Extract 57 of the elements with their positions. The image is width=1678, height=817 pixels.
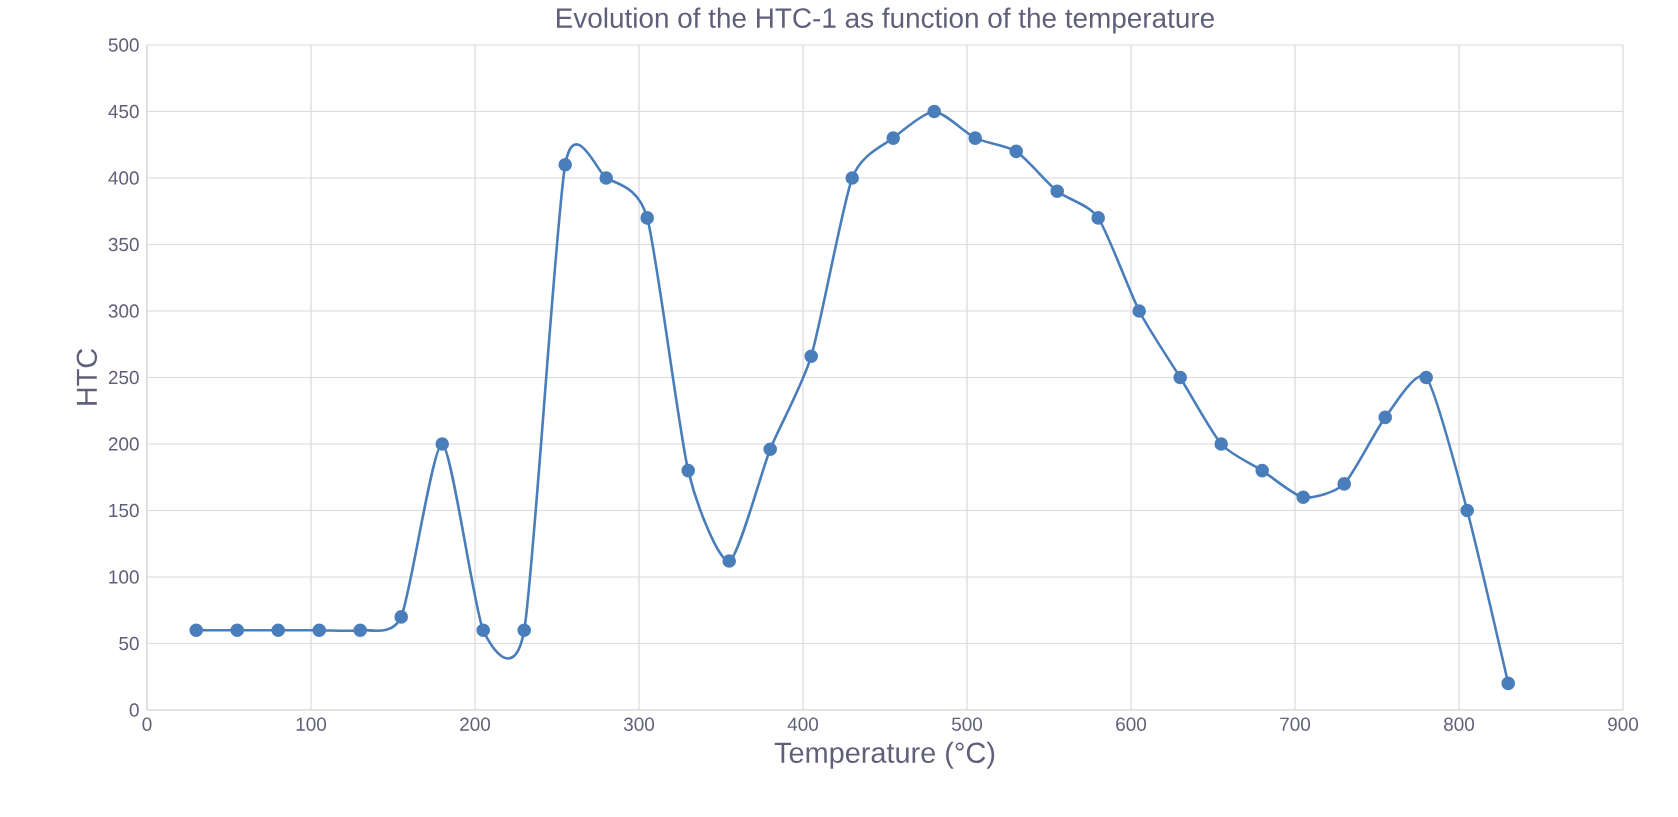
point — [189, 623, 204, 637]
point — [558, 157, 573, 172]
x-axis-title: Temperature (°C) — [774, 741, 995, 769]
y-tick-label: 0 — [129, 703, 139, 717]
point — [1419, 370, 1433, 385]
y-tick-label: 50 — [119, 636, 139, 651]
point — [517, 623, 532, 637]
y-tick-label: 350 — [108, 237, 139, 252]
point — [1173, 370, 1187, 385]
y-tick-label: 250 — [108, 370, 139, 385]
y-tick-label: 100 — [109, 570, 139, 584]
point — [1214, 437, 1228, 451]
point — [968, 131, 982, 145]
point — [394, 610, 409, 624]
x-tick-label: 500 — [951, 717, 983, 731]
y-tick-label: 400 — [108, 171, 139, 185]
y-tick-label: 200 — [108, 437, 139, 451]
point — [599, 171, 614, 185]
x-tick-label: 400 — [787, 717, 819, 731]
point — [435, 437, 450, 451]
point — [230, 623, 245, 637]
x-tick-label: 800 — [1444, 717, 1475, 731]
x-tick-label: 100 — [296, 717, 327, 731]
point — [1501, 676, 1515, 691]
y-tick-label: 300 — [108, 304, 139, 318]
point — [312, 623, 327, 637]
point — [886, 131, 900, 145]
point — [1050, 184, 1064, 199]
y-tick-label: 500 — [108, 38, 139, 52]
point — [1009, 144, 1023, 159]
point — [927, 104, 941, 119]
point — [763, 442, 778, 457]
x-tick-label: 700 — [1280, 717, 1311, 731]
point — [1378, 410, 1392, 425]
point — [1132, 304, 1146, 318]
point — [353, 623, 368, 637]
point — [640, 211, 655, 225]
x-tick-label: 0 — [142, 717, 152, 731]
y-axis-title: HTC — [76, 348, 98, 405]
x-tick-label: 900 — [1608, 717, 1639, 731]
x-tick-label: 600 — [1116, 717, 1147, 731]
point — [1460, 503, 1474, 518]
point — [271, 623, 286, 637]
x-tick-label: 300 — [623, 717, 655, 731]
point — [476, 623, 491, 637]
chart-title: Evolution of the HTC-1 as function of the temperature — [557, 7, 1214, 34]
point — [1091, 211, 1105, 225]
y-tick-label: 450 — [108, 104, 139, 119]
x-tick-label: 200 — [460, 717, 491, 731]
point — [804, 349, 819, 363]
point — [1337, 477, 1351, 491]
point — [681, 463, 696, 478]
point — [845, 171, 860, 185]
y-tick-label: 150 — [109, 503, 139, 518]
point — [1296, 490, 1310, 504]
point — [722, 554, 737, 568]
point — [1255, 463, 1269, 478]
